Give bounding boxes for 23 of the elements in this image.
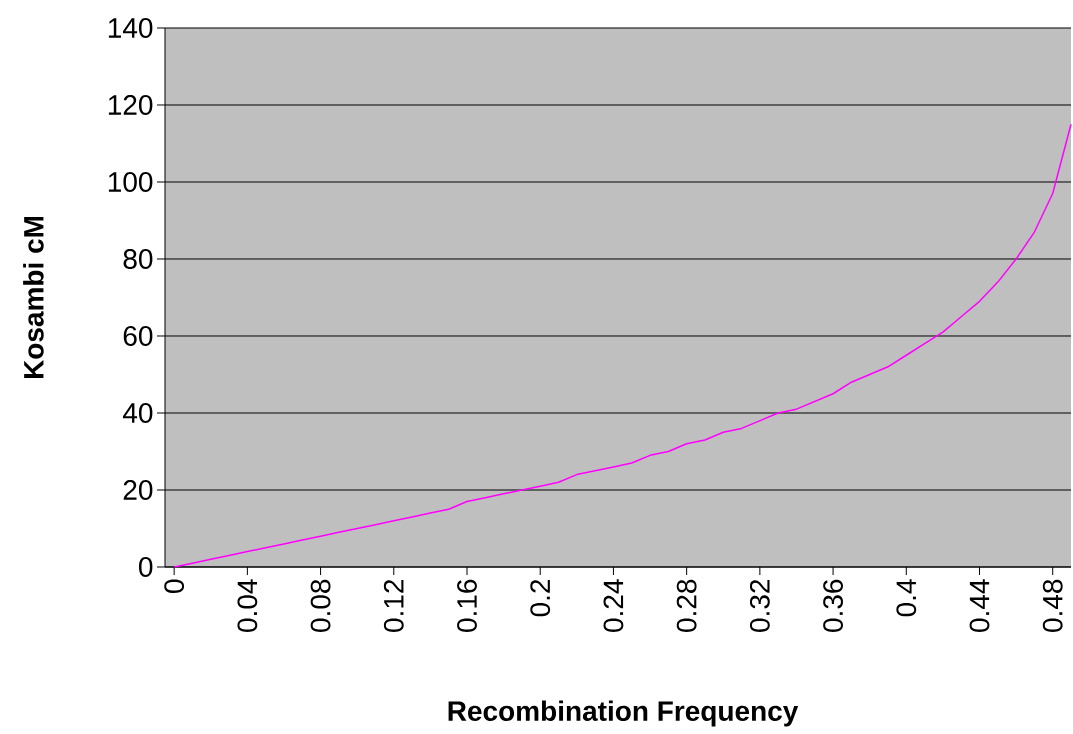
x-tick-label: 0.28 [676,579,697,632]
x-tick-label: 0.16 [457,579,477,632]
y-tick-label: 100 [108,172,153,192]
x-tick-label: 0 [164,579,185,593]
y-tick-label: 0 [139,557,153,577]
y-tick-label: 140 [108,18,153,38]
y-tick-label: 120 [108,95,153,115]
x-tick-label: 0.2 [530,579,551,617]
x-tick-label: 0.24 [603,579,624,632]
y-tick-label: 20 [123,480,153,500]
x-tick-label: 0.08 [310,579,331,632]
y-tick-label: 80 [123,249,153,269]
y-tick-label: 40 [122,403,153,423]
x-tick-label: 0.12 [383,579,404,632]
x-tick-label: 0.32 [749,579,770,632]
x-tick-label: 0.04 [237,579,258,632]
x-axis-title: Recombination Frequency [448,700,799,727]
y-axis-title: Kosambi cM [23,216,44,379]
x-tick-label: 0.44 [969,579,990,632]
y-tick-label: 60 [123,326,153,346]
x-tick-label: 0.4 [896,579,917,617]
x-tick-label: 0.48 [1042,579,1063,632]
x-tick-label: 0.36 [823,579,843,632]
